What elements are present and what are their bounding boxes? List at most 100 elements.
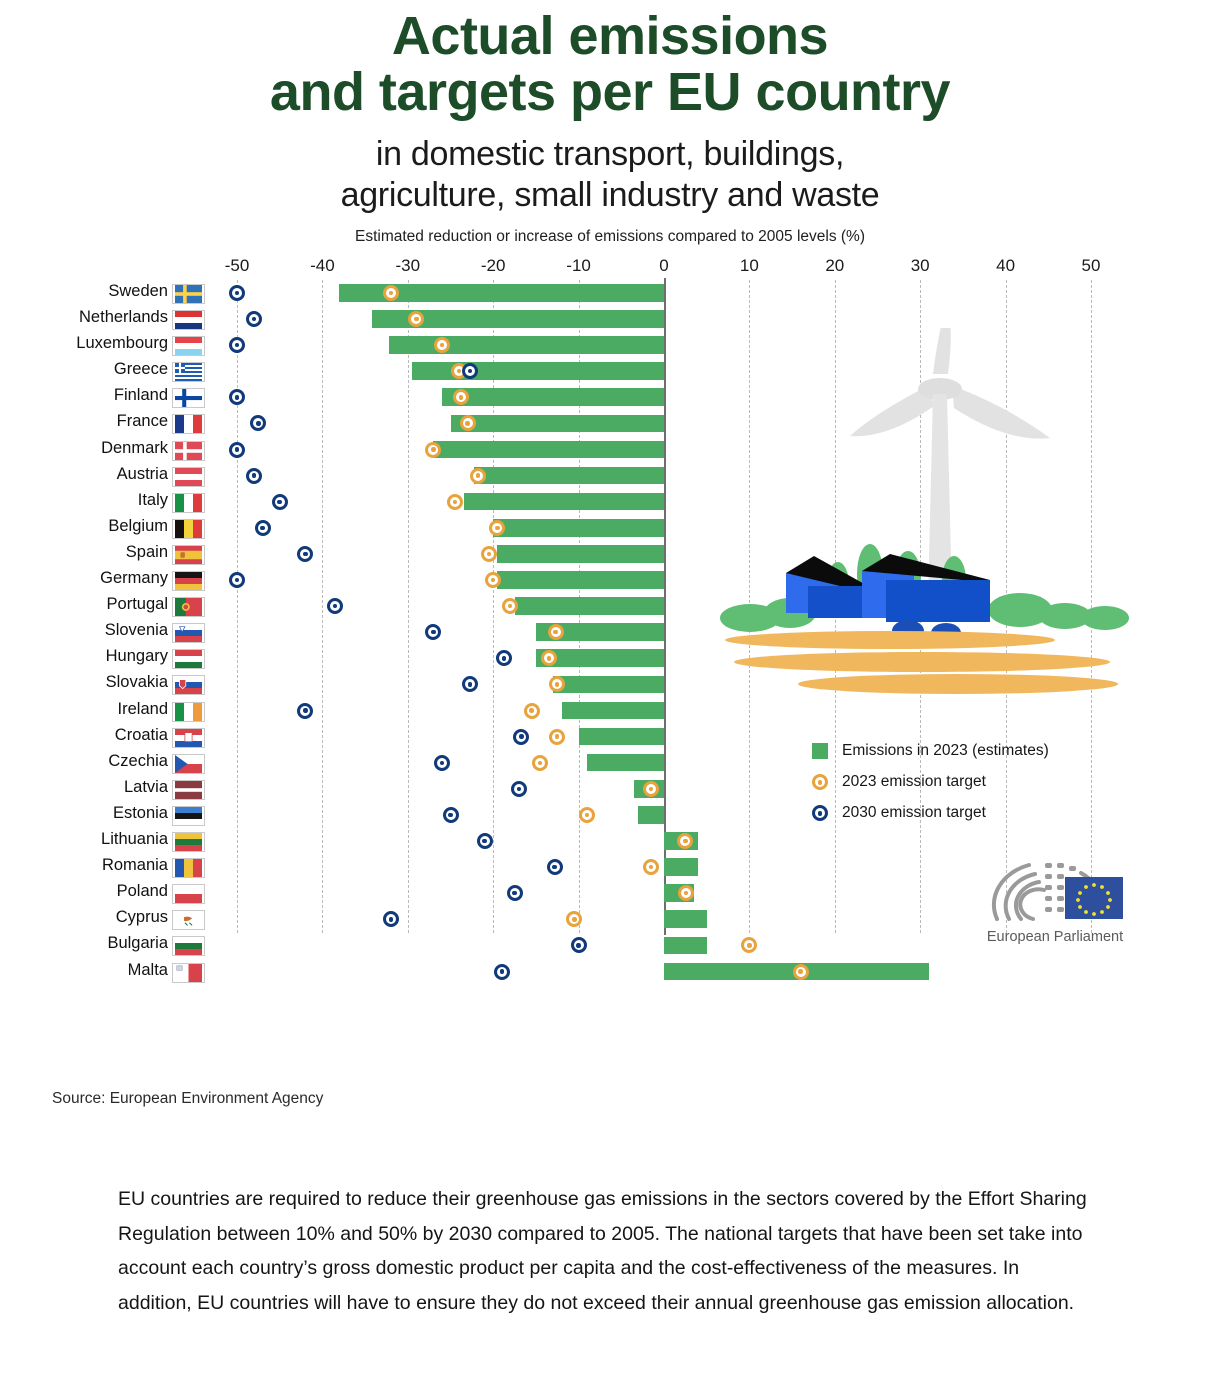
target-2030-marker[interactable] (570, 937, 587, 954)
emissions-bar[interactable] (433, 440, 664, 459)
target-2030-marker[interactable] (476, 833, 493, 850)
chart-row[interactable]: Denmark (0, 437, 1220, 463)
target-2030-marker[interactable] (433, 754, 450, 771)
emissions-bar[interactable] (535, 623, 664, 641)
emissions-bar[interactable] (587, 753, 664, 772)
target-2023-marker[interactable] (408, 311, 425, 328)
target-2023-marker[interactable] (523, 702, 540, 719)
target-2030-marker[interactable] (425, 624, 442, 641)
target-2030-marker[interactable] (513, 728, 530, 745)
chart-row[interactable]: Finland (0, 384, 1220, 410)
target-2023-marker[interactable] (549, 728, 566, 745)
emissions-bar[interactable] (664, 858, 699, 876)
chart-row[interactable]: Spain (0, 541, 1220, 567)
target-2030-marker[interactable] (229, 389, 245, 406)
target-2030-marker[interactable] (462, 363, 479, 380)
emissions-bar[interactable] (412, 362, 664, 380)
emissions-bar[interactable] (664, 910, 707, 929)
target-2030-marker[interactable] (271, 493, 288, 510)
target-2030-marker[interactable] (510, 780, 527, 797)
target-2023-marker[interactable] (452, 389, 469, 406)
chart-row[interactable]: Poland (0, 880, 1220, 906)
emissions-bar[interactable] (552, 675, 664, 694)
chart-row[interactable]: Germany (0, 567, 1220, 593)
target-2030-marker[interactable] (496, 650, 513, 667)
target-2023-marker[interactable] (532, 754, 549, 771)
target-2023-marker[interactable] (643, 780, 660, 797)
chart-row[interactable]: Austria (0, 463, 1220, 489)
chart-row[interactable]: Belgium (0, 515, 1220, 541)
chart-row[interactable]: Estonia (0, 802, 1220, 828)
emissions-bar[interactable] (450, 414, 664, 433)
emissions-bar[interactable] (638, 806, 664, 824)
target-2023-marker[interactable] (549, 676, 566, 693)
emissions-bar[interactable] (561, 701, 664, 720)
target-2030-marker[interactable] (246, 467, 263, 484)
target-2023-marker[interactable] (485, 572, 502, 589)
target-2030-marker[interactable] (462, 676, 479, 693)
chart-row[interactable]: Portugal (0, 593, 1220, 619)
target-2030-marker[interactable] (493, 963, 510, 980)
emissions-bar[interactable] (339, 284, 664, 302)
target-2023-marker[interactable] (566, 911, 583, 928)
target-2023-marker[interactable] (502, 598, 519, 615)
emissions-bar[interactable] (578, 727, 664, 746)
chart-row[interactable]: Bulgaria (0, 932, 1220, 958)
emissions-bar[interactable] (441, 388, 664, 407)
target-2030-marker[interactable] (229, 572, 245, 589)
chart-row[interactable]: Croatia (0, 724, 1220, 750)
target-2030-marker[interactable] (382, 911, 399, 928)
chart-row[interactable]: Latvia (0, 776, 1220, 802)
emissions-bar[interactable] (371, 310, 664, 328)
target-2023-marker[interactable] (433, 337, 450, 354)
target-2030-marker[interactable] (506, 885, 523, 902)
target-2023-marker[interactable] (540, 650, 557, 667)
target-2023-marker[interactable] (643, 859, 660, 876)
emissions-bar[interactable] (496, 545, 664, 563)
chart-row[interactable]: Slovenia (0, 619, 1220, 645)
target-2030-marker[interactable] (442, 806, 459, 823)
chart-row[interactable]: Hungary (0, 645, 1220, 671)
chart-row[interactable]: Ireland (0, 698, 1220, 724)
target-2023-marker[interactable] (489, 519, 506, 536)
target-2030-marker[interactable] (246, 311, 263, 328)
target-2023-marker[interactable] (741, 937, 758, 954)
target-2030-marker[interactable] (254, 519, 271, 536)
emissions-bar[interactable] (664, 936, 707, 955)
target-2030-marker[interactable] (327, 598, 344, 615)
target-2023-marker[interactable] (792, 963, 809, 980)
target-2030-marker[interactable] (229, 284, 245, 301)
target-2023-marker[interactable] (382, 284, 399, 301)
target-2023-marker[interactable] (425, 441, 442, 458)
chart-row[interactable]: Greece (0, 358, 1220, 384)
target-2023-marker[interactable] (579, 806, 596, 823)
chart-row[interactable]: Lithuania (0, 828, 1220, 854)
emissions-bar[interactable] (389, 336, 664, 354)
chart-row[interactable]: Netherlands (0, 306, 1220, 332)
target-2023-marker[interactable] (446, 493, 463, 510)
chart-row[interactable]: Sweden (0, 280, 1220, 306)
chart-row[interactable]: Romania (0, 854, 1220, 880)
chart-row[interactable]: Slovakia (0, 671, 1220, 697)
target-2030-marker[interactable] (229, 337, 245, 354)
target-2023-marker[interactable] (469, 467, 486, 484)
emissions-bar[interactable] (496, 571, 664, 589)
chart-row[interactable]: Czechia (0, 750, 1220, 776)
target-2023-marker[interactable] (459, 415, 476, 432)
target-2030-marker[interactable] (546, 859, 563, 876)
target-2030-marker[interactable] (229, 441, 245, 458)
emissions-bar[interactable] (535, 649, 664, 668)
emissions-bar[interactable] (474, 466, 664, 485)
chart-row[interactable]: Cyprus (0, 906, 1220, 932)
chart-row[interactable]: Luxembourg (0, 332, 1220, 358)
target-2023-marker[interactable] (677, 833, 694, 850)
target-2023-marker[interactable] (480, 545, 497, 562)
target-2030-marker[interactable] (297, 545, 314, 562)
target-2023-marker[interactable] (678, 885, 695, 902)
chart-row[interactable]: Malta (0, 959, 1220, 985)
target-2023-marker[interactable] (547, 624, 564, 641)
target-2030-marker[interactable] (250, 415, 267, 432)
emissions-bar[interactable] (464, 492, 664, 511)
emissions-bar[interactable] (493, 518, 664, 537)
chart-row[interactable]: France (0, 410, 1220, 436)
